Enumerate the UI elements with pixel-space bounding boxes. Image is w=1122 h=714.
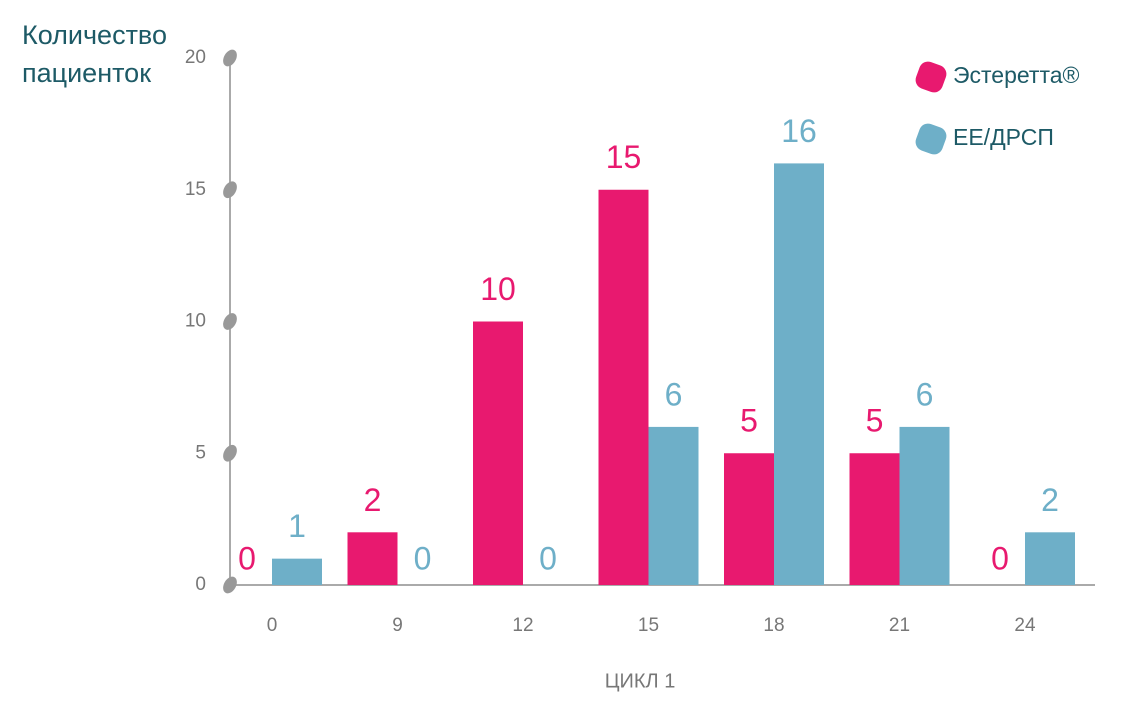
bar: [724, 453, 774, 585]
y-tick-label: 5: [195, 442, 206, 463]
x-tick-label: 9: [392, 615, 403, 636]
y-axis-title: Количество пациенток: [22, 20, 167, 88]
legend-label: Эстеретта®: [953, 62, 1080, 88]
tick-mark: [223, 313, 237, 330]
y-tick-label: 10: [185, 311, 206, 332]
bar: [899, 426, 950, 585]
bar: [774, 163, 824, 585]
value-label: 2: [1041, 482, 1059, 518]
bar: [598, 189, 649, 585]
x-tick-label: 18: [763, 615, 784, 636]
tick-mark: [223, 181, 237, 199]
bar: [473, 321, 523, 585]
legend-marker: [915, 123, 947, 155]
value-label: 0: [991, 540, 1009, 576]
value-label: 0: [238, 540, 256, 576]
value-label: 6: [916, 376, 934, 412]
value-label: 6: [665, 376, 683, 412]
x-axis-title: ЦИКЛ 1: [605, 670, 676, 692]
tick-mark: [223, 576, 237, 594]
x-tick-label: 21: [889, 615, 910, 636]
value-label: 2: [364, 482, 382, 518]
x-tick-label: 24: [1014, 615, 1036, 636]
value-label: 0: [414, 540, 432, 576]
value-label: 1: [288, 508, 306, 544]
x-tick-label: 12: [512, 615, 533, 636]
legend-marker: [915, 61, 947, 93]
value-label: 16: [781, 113, 817, 149]
value-label: 10: [480, 271, 516, 307]
x-tick-label: 15: [638, 615, 659, 636]
y-tick-label: 15: [185, 179, 206, 200]
tick-mark: [223, 444, 237, 462]
x-tick-label: 0: [267, 615, 278, 636]
legend-label: ЕЕ/ДРСП: [953, 124, 1054, 150]
value-label: 0: [539, 540, 557, 576]
tick-mark: [223, 49, 237, 67]
bar: [272, 558, 322, 585]
bar: [849, 453, 900, 585]
bar: [1025, 532, 1075, 585]
value-label: 5: [866, 403, 884, 439]
bar: [347, 532, 398, 585]
value-label: 5: [740, 403, 758, 439]
y-tick-label: 20: [185, 47, 206, 68]
value-label: 15: [606, 139, 642, 175]
y-tick-label: 0: [195, 574, 206, 595]
bar: [648, 426, 699, 585]
